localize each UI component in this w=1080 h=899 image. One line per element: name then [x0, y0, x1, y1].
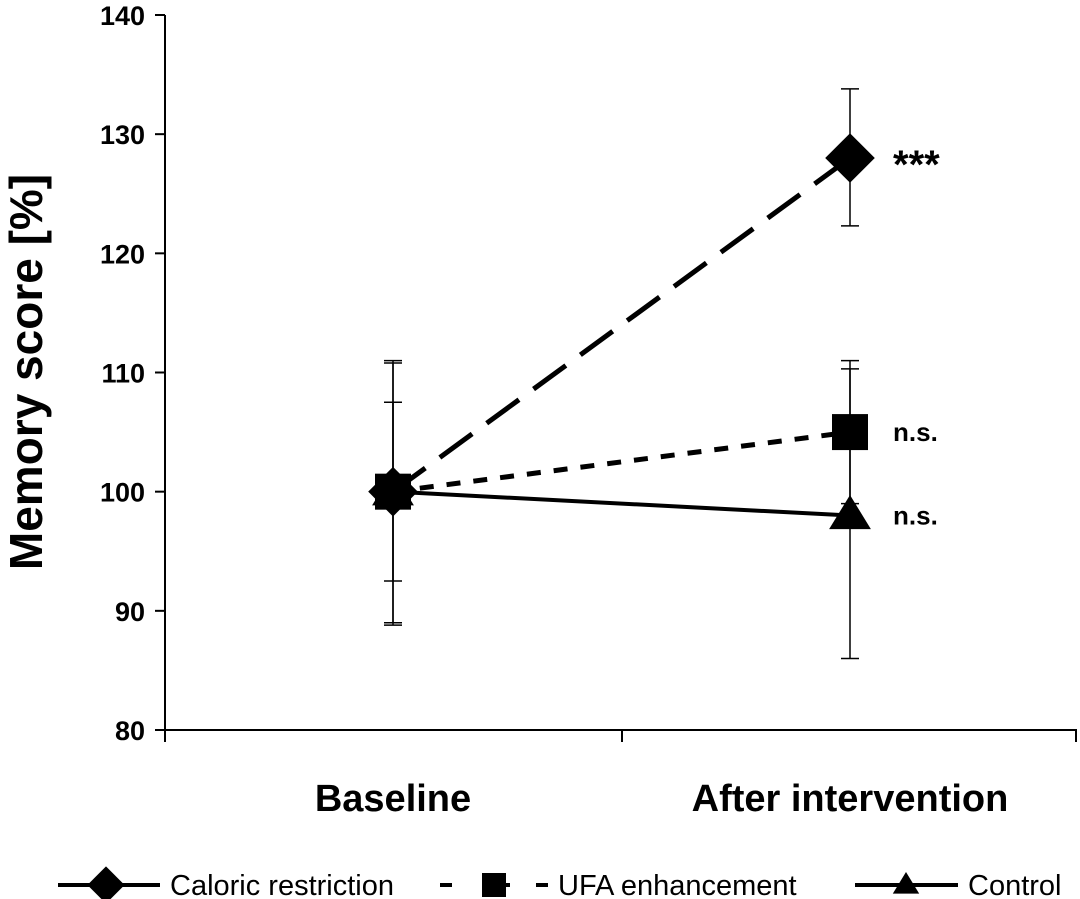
- y-tick-label: 80: [115, 716, 145, 746]
- y-tick-label: 90: [115, 597, 145, 627]
- y-tick-label: 130: [100, 120, 145, 150]
- diamond-marker: [825, 133, 875, 183]
- y-tick-label: 100: [100, 478, 145, 508]
- significance-label: ***: [893, 143, 940, 187]
- y-tick-label: 110: [101, 359, 145, 389]
- legend-diamond-marker: [87, 866, 125, 899]
- series-line-0: [391, 155, 852, 494]
- error-bars: [384, 88, 859, 660]
- axes: 80 90 100 110 120 130 140 Baseline After interve…: [0, 1, 1077, 820]
- series-lines: [391, 155, 852, 518]
- significance-label: n.s.: [893, 501, 938, 531]
- legend-square-marker: [482, 873, 506, 897]
- y-axis-title: Memory score [%]: [0, 174, 52, 570]
- y-tick-label: 120: [100, 239, 145, 269]
- x-category-label: Baseline: [315, 778, 471, 820]
- data-markers: [368, 133, 875, 530]
- legend-label: Control: [968, 870, 1062, 899]
- series-line-1: [392, 429, 851, 495]
- y-tick-label: 140: [100, 1, 145, 31]
- legend-label: Caloric restriction: [170, 870, 394, 899]
- square-marker: [832, 414, 868, 451]
- significance-label: n.s.: [893, 417, 938, 447]
- square-marker: [375, 473, 411, 510]
- legend: Caloric restriction UFA enhancement Contro…: [58, 866, 1062, 899]
- legend-triangle-marker: [892, 872, 920, 894]
- legend-label: UFA enhancement: [558, 870, 797, 899]
- triangle-marker: [829, 494, 871, 530]
- x-category-label: After intervention: [692, 778, 1009, 820]
- series-line-2: [392, 489, 851, 518]
- annotations: *** n.s. n.s.: [893, 143, 940, 531]
